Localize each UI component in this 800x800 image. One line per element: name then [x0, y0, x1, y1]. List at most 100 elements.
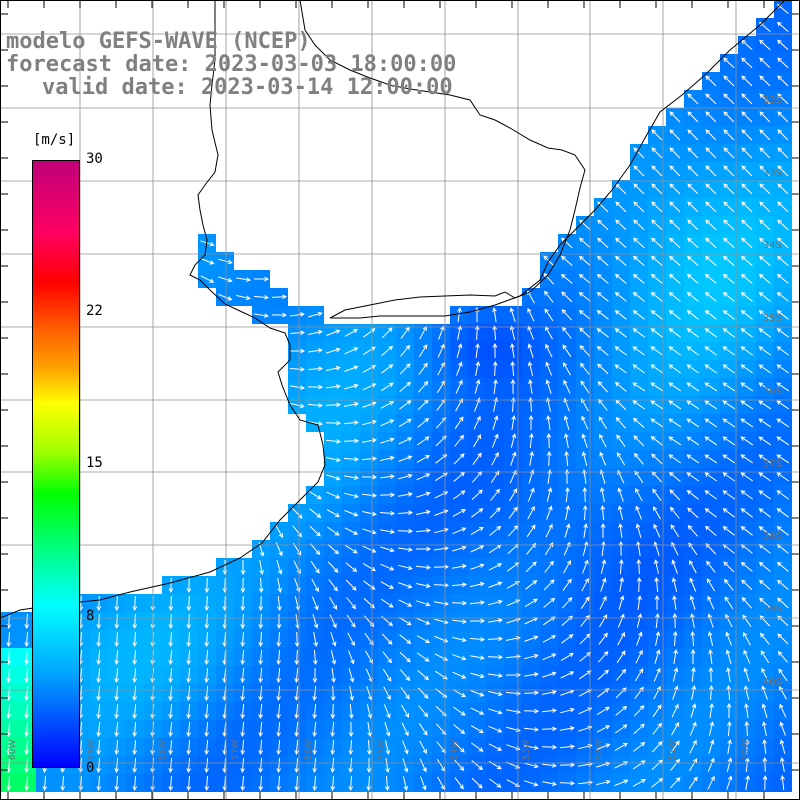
wind-arrow: [670, 758, 681, 771]
wind-arrow: [706, 578, 716, 592]
wind-arrow: [650, 328, 663, 338]
wind-arrow: [635, 505, 643, 520]
wind-arrow: [776, 579, 789, 590]
wind-arrow: [96, 703, 102, 720]
wind-arrow: [762, 756, 768, 773]
wind-arrow: [415, 564, 432, 570]
wind-arrow: [366, 775, 372, 792]
wind-arrow: [743, 632, 751, 646]
wind-arrow: [650, 273, 663, 284]
wind-arrow: [722, 255, 735, 266]
wind-arrow: [6, 775, 12, 792]
wind-arrow: [597, 363, 609, 375]
wind-arrow: [709, 703, 714, 718]
wind-arrow: [596, 273, 609, 284]
wind-arrow: [722, 508, 735, 518]
wind-arrow: [704, 273, 717, 284]
wind-arrow: [740, 400, 754, 410]
wind-arrow: [96, 775, 102, 792]
wind-arrow: [633, 435, 645, 447]
lat-label: 36S: [762, 386, 782, 397]
wind-arrow: [686, 490, 699, 500]
wind-arrow: [776, 508, 789, 518]
wind-arrow: [633, 723, 645, 735]
wind-arrow: [343, 420, 360, 425]
wind-arrow: [328, 596, 338, 610]
wind-arrow: [778, 668, 788, 681]
wind-arrow: [308, 348, 323, 353]
wind-arrow: [653, 523, 661, 538]
wind-arrow: [204, 631, 210, 648]
wind-arrow: [562, 361, 571, 376]
wind-arrow: [633, 147, 645, 159]
wind-arrow: [707, 631, 714, 646]
wind-arrow: [276, 703, 282, 720]
wind-arrow: [471, 777, 483, 789]
wind-arrow: [704, 436, 718, 446]
wind-arrow: [474, 379, 481, 394]
wind-arrow: [383, 704, 391, 719]
wind-arrow: [632, 273, 645, 284]
wind-arrow: [686, 454, 700, 464]
wind-arrow: [327, 561, 339, 573]
wind-arrow: [723, 165, 735, 177]
wind-arrow: [579, 651, 592, 662]
wind-arrow: [579, 237, 591, 249]
wind-arrow: [416, 583, 431, 589]
wind-arrow: [669, 201, 681, 213]
wind-arrow: [186, 649, 192, 666]
wind-arrow: [401, 722, 409, 737]
wind-arrow: [452, 654, 467, 661]
wind-arrow: [636, 631, 643, 646]
wind-arrow: [24, 775, 30, 792]
wind-arrow: [488, 673, 503, 678]
wind-arrow: [650, 436, 663, 446]
wind-arrow: [510, 360, 516, 377]
wind-arrow: [726, 684, 732, 701]
wind-arrow: [401, 704, 410, 718]
wind-arrow: [761, 703, 768, 718]
wind-arrow: [777, 147, 789, 159]
wind-arrow: [399, 381, 412, 392]
wind-arrow: [475, 361, 481, 376]
wind-arrow: [743, 649, 751, 664]
wind-arrow: [168, 739, 174, 756]
wind-arrow: [723, 129, 735, 141]
wind-arrow: [635, 649, 643, 664]
wind-arrow: [326, 365, 341, 371]
wind-arrow: [651, 741, 663, 753]
wind-arrow: [469, 618, 486, 624]
wind-arrow: [362, 438, 377, 443]
wind-arrow: [361, 456, 378, 462]
wind-arrow: [96, 757, 102, 774]
wind-arrow: [652, 488, 662, 501]
wind-arrow: [615, 201, 627, 213]
wind-arrow: [686, 346, 699, 356]
wind-arrow: [705, 237, 717, 249]
wind-arrow: [669, 219, 681, 231]
wind-arrow: [361, 493, 378, 498]
wind-arrow: [204, 775, 210, 792]
wind-arrow: [523, 727, 540, 732]
wind-arrow: [488, 725, 503, 733]
wind-arrow: [438, 325, 445, 340]
wind-arrow: [454, 777, 464, 790]
wind-arrow: [651, 165, 663, 177]
wind-arrow: [669, 111, 681, 123]
wind-arrow: [671, 703, 679, 718]
wind-arrow: [527, 505, 535, 520]
wind-arrow: [691, 666, 696, 683]
wind-arrow: [398, 547, 413, 552]
wind-arrow: [168, 613, 174, 630]
wind-arrow: [398, 582, 413, 589]
wind-arrow: [527, 325, 535, 340]
wind-arrow: [776, 310, 789, 320]
wind-arrow: [723, 147, 735, 159]
wind-arrow: [543, 597, 556, 608]
wind-arrow: [704, 291, 717, 302]
wind-arrow: [452, 689, 467, 698]
wind-arrow: [416, 473, 431, 481]
wind-arrow: [687, 183, 699, 195]
wind-arrow: [490, 488, 501, 501]
